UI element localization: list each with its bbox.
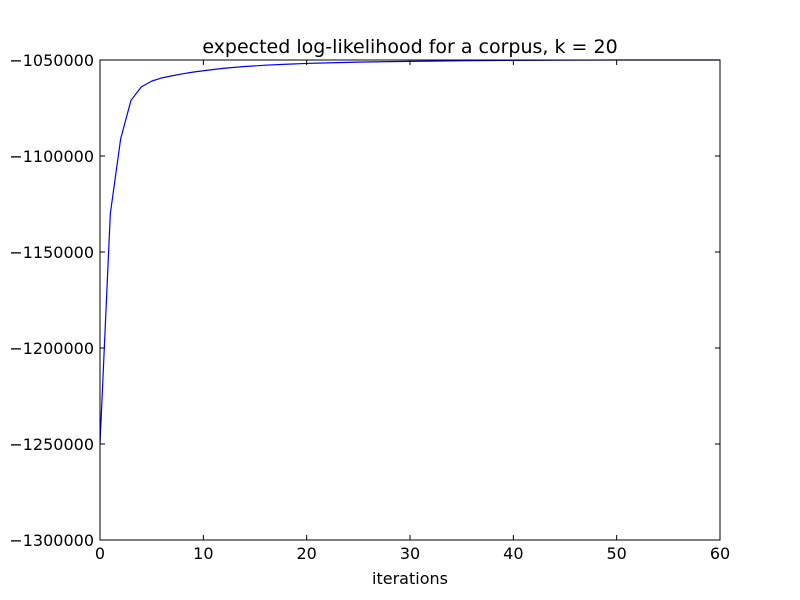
y-tick-label: −1050000	[9, 51, 94, 70]
y-tick-label: −1300000	[9, 531, 94, 550]
ticks-layer: 0 10 20 30 40 50 60 −1300000 −1250000 −1200000 −11…	[9, 51, 730, 563]
x-tick-label: 60	[710, 544, 730, 563]
y-tick-label: −1100000	[9, 147, 94, 166]
chart-title: expected log-likelihood for a corpus, k …	[202, 36, 617, 58]
y-tick-label: −1150000	[9, 243, 94, 262]
y-tick-label: −1250000	[9, 435, 94, 454]
x-axis-title: iterations	[372, 569, 448, 588]
x-tick-label: 20	[296, 544, 316, 563]
x-tick-label: 40	[503, 544, 523, 563]
x-tick-label: 50	[606, 544, 626, 563]
x-tick-label: 30	[400, 544, 420, 563]
y-tick-label: −1200000	[9, 339, 94, 358]
x-tick-label: 10	[193, 544, 213, 563]
x-tick-label: 0	[95, 544, 105, 563]
